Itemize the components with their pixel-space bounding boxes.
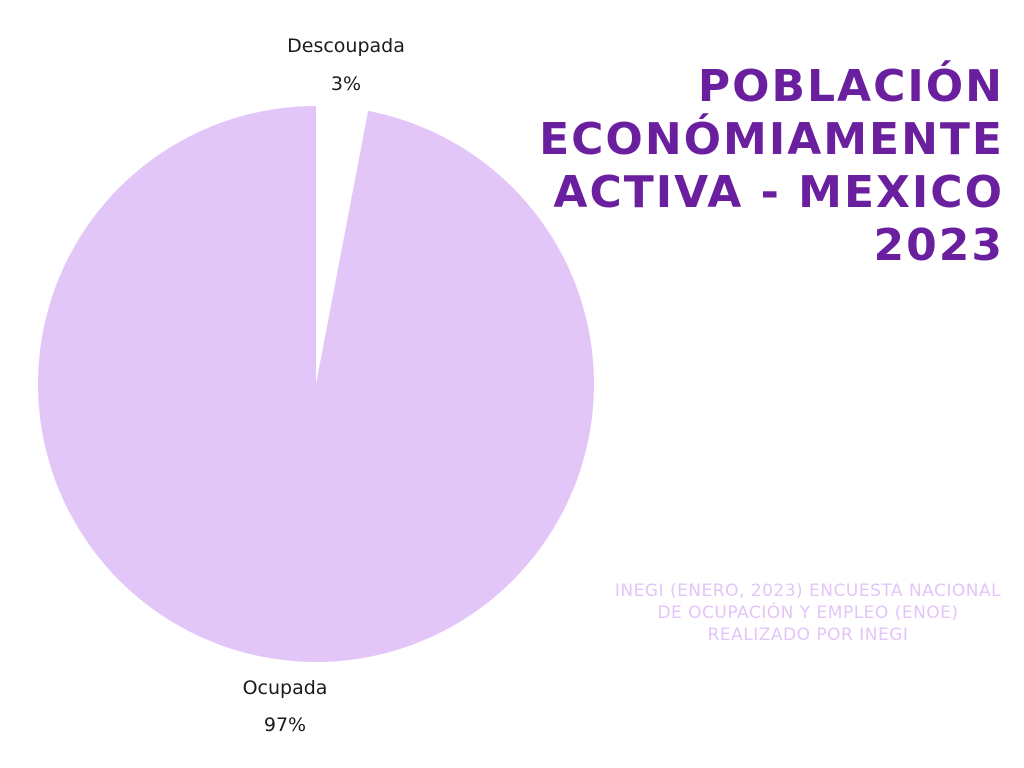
source-note: INEGI (ENERO, 2023) ENCUESTA NACIONAL DE… bbox=[614, 581, 1002, 645]
slice-value-label: 97% bbox=[264, 714, 306, 736]
pie-slice-descoupada bbox=[316, 106, 369, 384]
pie-slice-ocupada bbox=[37, 106, 594, 663]
pie-slices bbox=[37, 106, 594, 663]
slice-name-label: Descoupada bbox=[287, 35, 405, 57]
slice-value-label: 3% bbox=[331, 73, 361, 95]
chart-title: POBLACIÓN ECONÓMIAMENTE ACTIVA - MEXICO … bbox=[539, 61, 1004, 271]
pie-labels: Descoupada 3% Ocupada 97% bbox=[243, 35, 405, 736]
slice-name-label: Ocupada bbox=[243, 677, 328, 699]
